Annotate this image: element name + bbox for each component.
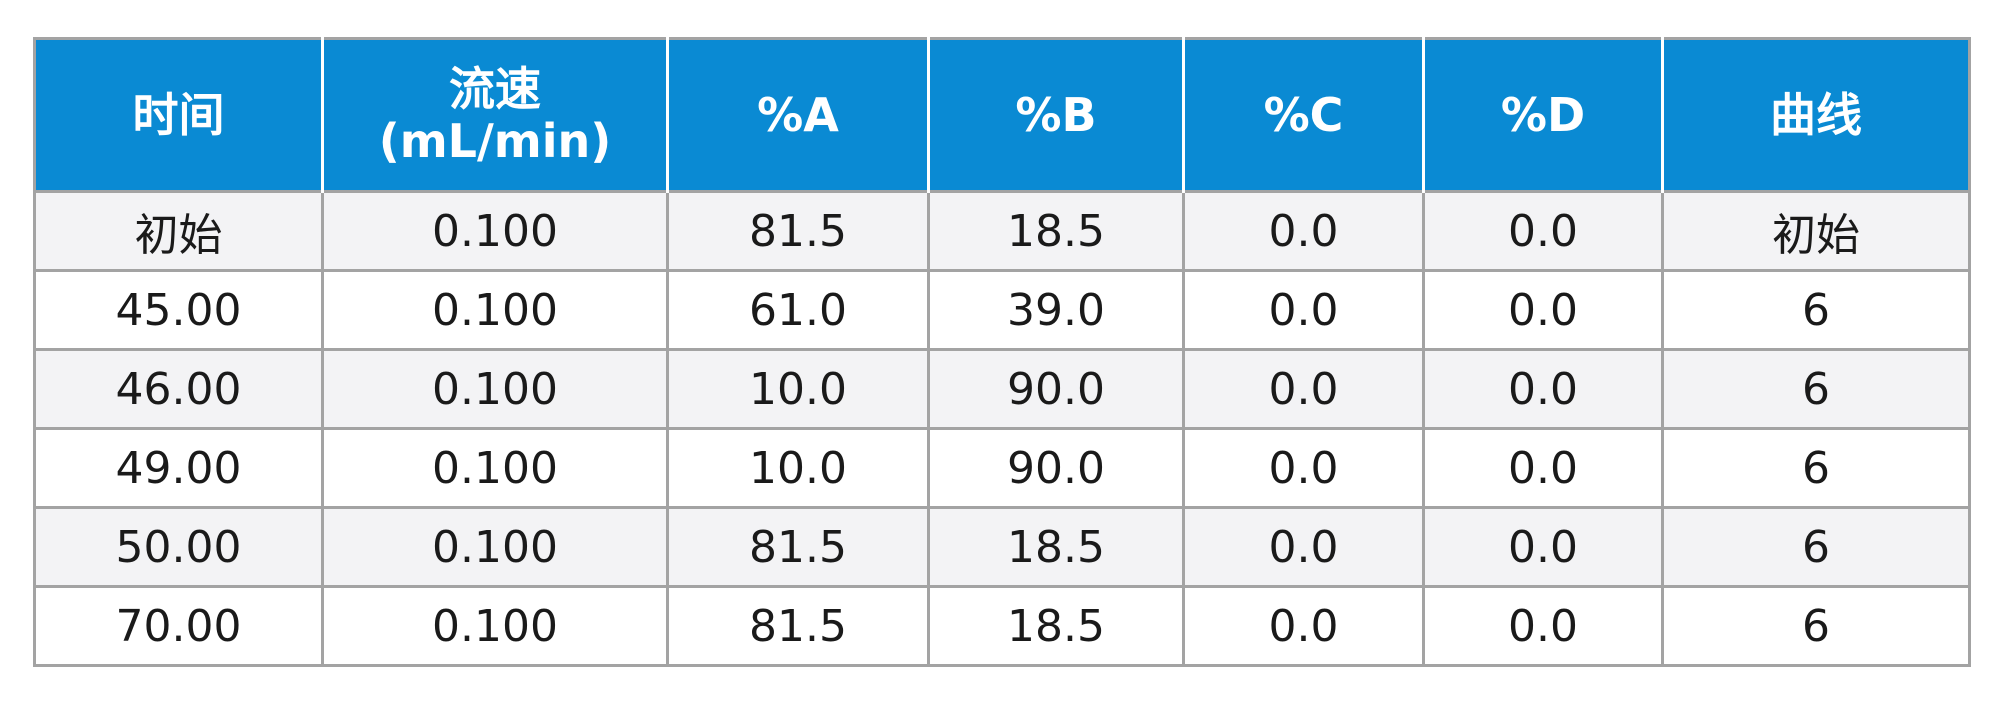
header-flow-rate-line2: (mL/min) <box>378 114 612 168</box>
cell-percent-b: 39.0 <box>927 269 1185 351</box>
cell-percent-d: 0.0 <box>1422 585 1664 667</box>
gradient-table: 时间 流速 (mL/min) %A %B %C %D 曲线 初始 0.100 8… <box>33 37 1971 667</box>
cell-percent-b: 18.5 <box>927 506 1185 588</box>
cell-flow-rate: 0.100 <box>321 348 669 430</box>
header-flow-rate: 流速 (mL/min) <box>321 38 669 192</box>
header-percent-a: %A <box>666 38 930 192</box>
cell-time: 45.00 <box>33 269 324 351</box>
cell-percent-b: 18.5 <box>927 190 1185 272</box>
cell-curve: 6 <box>1661 427 1971 509</box>
cell-percent-c: 0.0 <box>1182 585 1425 667</box>
table-row: 45.00 0.100 61.0 39.0 0.0 0.0 6 <box>33 269 1971 351</box>
cell-percent-a: 81.5 <box>666 506 930 588</box>
cell-flow-rate: 0.100 <box>321 427 669 509</box>
table-row: 70.00 0.100 81.5 18.5 0.0 0.0 6 <box>33 585 1971 667</box>
cell-time: 初始 <box>33 190 324 272</box>
header-percent-c: %C <box>1182 38 1425 192</box>
cell-percent-b: 18.5 <box>927 585 1185 667</box>
cell-curve: 初始 <box>1661 190 1971 272</box>
cell-flow-rate: 0.100 <box>321 190 669 272</box>
cell-percent-a: 61.0 <box>666 269 930 351</box>
cell-percent-c: 0.0 <box>1182 269 1425 351</box>
cell-percent-d: 0.0 <box>1422 190 1664 272</box>
cell-time: 46.00 <box>33 348 324 430</box>
cell-percent-d: 0.0 <box>1422 427 1664 509</box>
header-flow-rate-line1: 流速 <box>449 62 541 116</box>
cell-percent-b: 90.0 <box>927 348 1185 430</box>
cell-percent-a: 10.0 <box>666 427 930 509</box>
cell-percent-d: 0.0 <box>1422 506 1664 588</box>
header-percent-d: %D <box>1422 38 1664 192</box>
cell-curve: 6 <box>1661 585 1971 667</box>
cell-flow-rate: 0.100 <box>321 269 669 351</box>
cell-percent-c: 0.0 <box>1182 427 1425 509</box>
cell-flow-rate: 0.100 <box>321 585 669 667</box>
cell-flow-rate: 0.100 <box>321 506 669 588</box>
header-curve: 曲线 <box>1661 38 1971 192</box>
cell-time: 70.00 <box>33 585 324 667</box>
cell-percent-a: 10.0 <box>666 348 930 430</box>
table-row: 初始 0.100 81.5 18.5 0.0 0.0 初始 <box>33 190 1971 272</box>
cell-percent-d: 0.0 <box>1422 269 1664 351</box>
cell-percent-c: 0.0 <box>1182 348 1425 430</box>
cell-curve: 6 <box>1661 269 1971 351</box>
cell-time: 49.00 <box>33 427 324 509</box>
cell-percent-c: 0.0 <box>1182 506 1425 588</box>
table-row: 46.00 0.100 10.0 90.0 0.0 0.0 6 <box>33 348 1971 430</box>
header-time: 时间 <box>33 38 324 192</box>
cell-time: 50.00 <box>33 506 324 588</box>
table-header: 时间 流速 (mL/min) %A %B %C %D 曲线 <box>33 38 1971 192</box>
cell-curve: 6 <box>1661 506 1971 588</box>
cell-percent-b: 90.0 <box>927 427 1185 509</box>
table-row: 50.00 0.100 81.5 18.5 0.0 0.0 6 <box>33 506 1971 588</box>
table-body: 初始 0.100 81.5 18.5 0.0 0.0 初始 45.00 0.10… <box>33 190 1971 667</box>
cell-percent-d: 0.0 <box>1422 348 1664 430</box>
cell-percent-c: 0.0 <box>1182 190 1425 272</box>
cell-percent-a: 81.5 <box>666 585 930 667</box>
cell-curve: 6 <box>1661 348 1971 430</box>
header-percent-b: %B <box>927 38 1185 192</box>
header-row: 时间 流速 (mL/min) %A %B %C %D 曲线 <box>33 38 1971 192</box>
cell-percent-a: 81.5 <box>666 190 930 272</box>
table-row: 49.00 0.100 10.0 90.0 0.0 0.0 6 <box>33 427 1971 509</box>
